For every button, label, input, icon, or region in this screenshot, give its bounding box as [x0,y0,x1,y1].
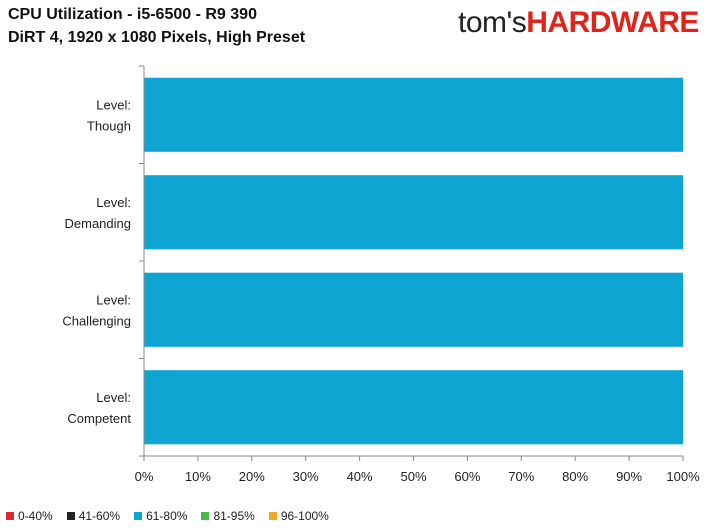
legend-item-3: 81-95% [201,509,255,523]
x-tick-label-0: 0% [135,469,154,484]
chart-subtitle: DiRT 4, 1920 x 1080 Pixels, High Preset [8,29,306,46]
chart-title: CPU Utilization - i5-6500 - R9 390 [8,6,257,23]
x-tick-label-9: 90% [616,469,642,484]
category-label-1-line-0: Level: [96,195,131,210]
bar-chart: Level: Though Level: Demanding Level: Challen… [62,65,700,484]
category-label-0-line-1: Though [87,118,131,133]
bar-1-series-2 [144,175,683,250]
x-tick-label-5: 50% [400,469,426,484]
legend-swatch-1 [66,512,75,520]
x-tick-label-8: 80% [562,469,588,484]
category-label-3-line-1: Competent [67,411,131,426]
legend-item-2: 61-80% [134,509,187,523]
x-tick-label-6: 60% [454,469,480,484]
bar-0-series-2 [144,77,683,152]
x-tick-label-2: 20% [239,469,265,484]
legend-label-3: 81-95% [213,509,255,523]
category-label-3-line-0: Level: [96,390,131,405]
legend-item-1: 41-60% [66,509,121,523]
legend-swatch-2 [134,512,143,520]
logo-part-toms: tom's [458,6,527,39]
chart-legend: 0-40% 41-60% 61-80% 81-95% 96-100% [6,509,329,523]
legend-label-1: 41-60% [78,509,121,523]
category-label-2-line-1: Challenging [62,313,131,328]
x-tick-label-1: 10% [185,469,211,484]
legend-swatch-3 [201,512,210,520]
logo-part-hardware: HARDWARE [526,6,699,39]
legend-swatch-0 [6,512,14,520]
legend-item-0: 0-40% [6,509,53,523]
x-tick-label-4: 40% [347,469,373,484]
legend-label-0: 0-40% [18,509,53,523]
legend-swatch-4 [268,512,277,520]
category-label-0-line-0: Level: [96,97,131,112]
legend-label-4: 96-100% [280,509,329,523]
category-label-1-line-1: Demanding [65,216,132,231]
legend-item-4: 96-100% [268,509,329,523]
legend-label-2: 61-80% [146,509,188,523]
toms-hardware-logo: tom'sHARDWARE [458,6,699,40]
bar-2-series-2 [144,272,683,347]
x-tick-label-10: 100% [666,469,700,484]
x-tick-label-7: 70% [508,469,534,484]
x-tick-label-3: 30% [293,469,319,484]
bar-3-series-2 [144,370,683,445]
category-label-2-line-0: Level: [96,292,131,307]
